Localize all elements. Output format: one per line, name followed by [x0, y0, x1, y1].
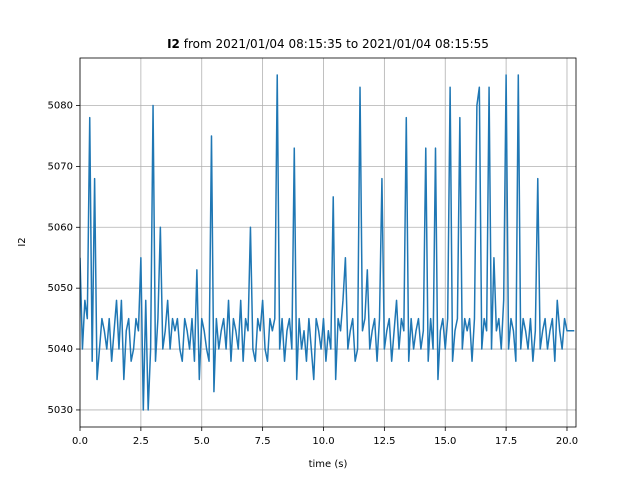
- chart-title: I2 from 2021/01/04 08:15:35 to 2021/01/0…: [167, 37, 489, 51]
- x-tick-label: 2.5: [133, 436, 149, 447]
- data-line: [80, 74, 575, 411]
- y-tick-label: 5030: [48, 405, 73, 416]
- plot-frame: [79, 57, 577, 428]
- y-tick-label: 5070: [48, 161, 73, 172]
- x-tick-label: 17.5: [495, 436, 517, 447]
- title-rest: from 2021/01/04 08:15:35 to 2021/01/04 0…: [184, 37, 489, 51]
- x-tick-label: 0.0: [72, 436, 88, 447]
- x-tick-label: 10.0: [312, 436, 334, 447]
- x-tick-label: 15.0: [434, 436, 456, 447]
- y-tick-label: 5060: [48, 222, 73, 233]
- y-axis-label: I2: [17, 237, 28, 246]
- x-tick-label: 5.0: [194, 436, 210, 447]
- x-axis-label: time (s): [309, 459, 348, 470]
- y-tick-label: 5040: [48, 344, 73, 355]
- x-tick-label: 20.0: [556, 436, 578, 447]
- x-tick-label: 7.5: [255, 436, 271, 447]
- y-tick-label: 5050: [48, 283, 73, 294]
- y-tick-label: 5080: [48, 100, 73, 111]
- title-bold: I2: [167, 37, 180, 51]
- x-tick-label: 12.5: [373, 436, 395, 447]
